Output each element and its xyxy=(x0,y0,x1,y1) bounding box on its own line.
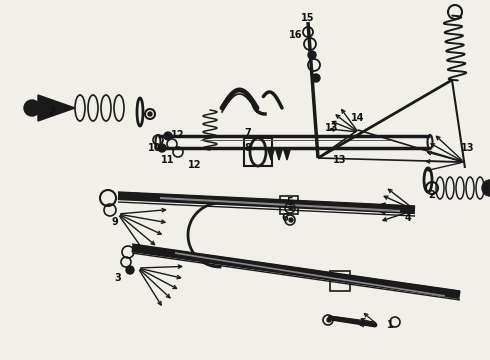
Text: 13: 13 xyxy=(325,123,339,133)
Text: 3: 3 xyxy=(115,273,122,283)
Circle shape xyxy=(24,100,40,116)
Text: 12: 12 xyxy=(171,130,185,140)
Text: 9: 9 xyxy=(112,217,119,227)
Text: 5: 5 xyxy=(287,197,294,207)
Circle shape xyxy=(312,74,320,82)
Circle shape xyxy=(482,180,490,196)
Circle shape xyxy=(327,318,331,322)
Polygon shape xyxy=(38,95,75,121)
Polygon shape xyxy=(268,150,274,160)
Circle shape xyxy=(158,144,166,152)
Text: 13: 13 xyxy=(333,155,347,165)
Circle shape xyxy=(164,132,172,140)
Text: 8: 8 xyxy=(245,143,251,153)
Text: 13: 13 xyxy=(461,143,475,153)
Circle shape xyxy=(308,51,316,59)
Circle shape xyxy=(148,112,152,116)
Circle shape xyxy=(289,206,293,210)
Bar xyxy=(330,271,350,291)
Bar xyxy=(280,196,298,214)
Polygon shape xyxy=(284,150,290,160)
Text: 15: 15 xyxy=(301,13,315,23)
Text: 14: 14 xyxy=(351,113,365,123)
Text: 12: 12 xyxy=(188,160,202,170)
Circle shape xyxy=(289,218,293,222)
Polygon shape xyxy=(276,150,282,160)
Text: 2: 2 xyxy=(429,190,436,200)
Text: 2: 2 xyxy=(49,107,55,117)
Text: 10: 10 xyxy=(148,143,162,153)
Text: 7: 7 xyxy=(245,128,251,138)
Text: 4: 4 xyxy=(405,213,412,223)
Text: 6: 6 xyxy=(282,213,289,223)
Text: 1: 1 xyxy=(387,320,393,330)
Circle shape xyxy=(126,266,134,274)
Text: 11: 11 xyxy=(161,155,175,165)
Text: 16: 16 xyxy=(289,30,303,40)
